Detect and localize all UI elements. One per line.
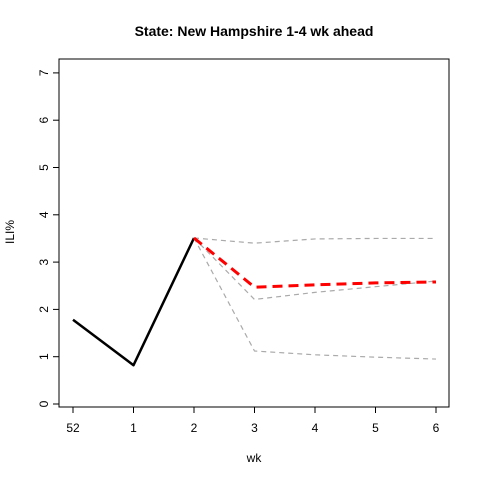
- y-tick-label: 0: [37, 400, 51, 407]
- y-axis: 0 1 2 3 4 5 6 7: [37, 69, 60, 407]
- series-line-forecast-upper: [193, 237, 436, 244]
- series-group: [72, 236, 437, 367]
- y-axis-label: ILI%: [3, 220, 17, 244]
- x-axis-label: wk: [246, 451, 263, 465]
- chart-title: State: New Hampshire 1-4 wk ahead: [135, 23, 374, 39]
- x-tick-label: 1: [130, 421, 137, 435]
- x-axis: 52 1 2 3 4 5 6: [66, 406, 440, 435]
- x-tick-label: 52: [66, 421, 80, 435]
- series-line-forecast-point: [193, 236, 437, 289]
- x-tick-label: 4: [312, 421, 319, 435]
- y-tick-label: 2: [37, 306, 51, 313]
- y-tick-label: 5: [37, 164, 51, 171]
- x-tick-label: 2: [191, 421, 198, 435]
- y-tick-label: 3: [37, 258, 51, 265]
- x-tick-label: 3: [251, 421, 258, 435]
- x-tick-label: 5: [372, 421, 379, 435]
- series-line-observed: [72, 237, 196, 367]
- y-tick-label: 4: [37, 211, 51, 218]
- y-tick-label: 6: [37, 117, 51, 124]
- series-line-forecast-lower: [193, 237, 437, 360]
- y-tick-label: 1: [37, 353, 51, 360]
- x-tick-label: 6: [433, 421, 440, 435]
- y-tick-label: 7: [37, 69, 51, 76]
- series-line-forecast-mid: [193, 237, 437, 301]
